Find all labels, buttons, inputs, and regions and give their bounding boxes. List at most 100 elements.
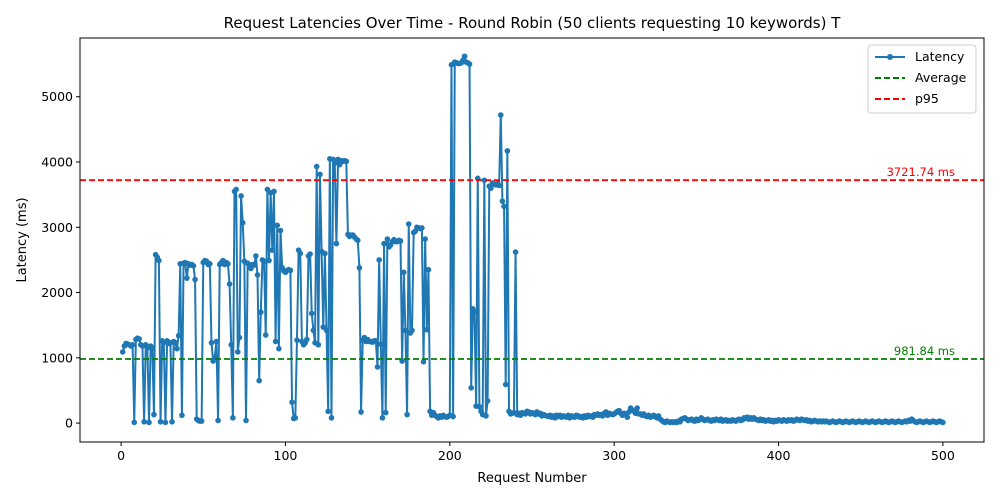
latency-point xyxy=(484,398,491,404)
latency-point xyxy=(151,411,157,418)
latency-points xyxy=(119,53,946,426)
latency-point xyxy=(169,418,175,425)
latency-point xyxy=(179,412,185,419)
latency-point xyxy=(409,327,415,334)
legend-box xyxy=(867,44,977,114)
latency-point xyxy=(481,177,488,184)
latency-point xyxy=(496,182,502,189)
latency-point xyxy=(274,222,281,229)
latency-point xyxy=(307,251,313,257)
latency-point xyxy=(501,203,507,210)
latency-point xyxy=(239,219,246,226)
latency-point xyxy=(207,261,213,267)
latency-point xyxy=(325,408,331,415)
latency-point xyxy=(373,338,379,344)
latency-point xyxy=(131,419,138,426)
latency-point xyxy=(382,409,389,416)
latency-point xyxy=(354,237,361,244)
latency-point xyxy=(129,341,136,348)
latency-point xyxy=(310,327,317,334)
latency-point xyxy=(292,415,299,421)
latency-point xyxy=(379,415,386,421)
latency-point xyxy=(141,418,147,425)
latency-point xyxy=(504,148,511,154)
latency-point xyxy=(402,327,409,334)
latency-point xyxy=(384,236,391,242)
latency-point xyxy=(287,267,294,274)
average-annotation: 981.84 ms xyxy=(894,344,955,358)
y-tick-label: 2000 xyxy=(41,285,73,300)
latency-point xyxy=(356,264,363,271)
latency-point xyxy=(497,112,504,118)
latency-point xyxy=(476,403,483,410)
plot-area: 981.84 ms 3721.74 ms xyxy=(80,53,984,426)
latency-point xyxy=(234,349,241,355)
latency-point xyxy=(323,327,330,334)
latency-point xyxy=(422,236,428,242)
x-tick-label: 100 xyxy=(274,448,298,463)
x-tick-label: 200 xyxy=(438,448,462,463)
latency-point xyxy=(175,332,182,339)
latency-point xyxy=(253,253,259,259)
latency-point xyxy=(269,247,276,253)
latency-point xyxy=(289,399,295,405)
x-tick-label: 500 xyxy=(931,448,955,463)
latency-point xyxy=(136,336,142,342)
latency-point xyxy=(450,413,456,420)
p95-annotation: 3721.74 ms xyxy=(887,165,955,179)
y-axis-label: Latency (ms) xyxy=(15,197,30,282)
latency-point xyxy=(488,185,494,191)
latency-point xyxy=(405,221,412,227)
latency-point xyxy=(236,334,243,341)
latency-point xyxy=(358,409,364,415)
x-axis-label: Request Number xyxy=(477,471,587,486)
latency-point xyxy=(277,227,284,234)
latency-point xyxy=(466,61,473,67)
latency-point xyxy=(208,339,215,346)
latency-point xyxy=(499,198,506,204)
latency-point xyxy=(471,309,478,315)
latency-point xyxy=(468,385,474,391)
latency-point xyxy=(425,266,432,273)
latency-point xyxy=(308,310,315,317)
y-tick-label: 4000 xyxy=(41,155,73,170)
latency-point xyxy=(377,341,384,347)
latency-point xyxy=(624,414,631,421)
latency-point xyxy=(190,262,197,269)
latency-point xyxy=(230,415,236,421)
latency-point xyxy=(461,53,468,60)
latency-point xyxy=(317,171,323,178)
y-tick-label: 5000 xyxy=(41,89,73,104)
latency-point xyxy=(374,364,381,370)
latency-point xyxy=(401,269,407,276)
latency-point xyxy=(424,326,430,333)
legend-latency-marker xyxy=(887,54,893,60)
latency-point xyxy=(149,345,156,351)
latency-point xyxy=(420,358,427,365)
latency-point xyxy=(512,249,519,255)
latency-point xyxy=(238,193,244,199)
latency-point xyxy=(226,281,233,287)
legend: Latency Average p95 xyxy=(867,44,977,114)
latency-point xyxy=(940,419,946,426)
latency-point xyxy=(276,345,282,352)
latency-point xyxy=(156,257,162,264)
latency-point xyxy=(262,332,269,338)
latency-point xyxy=(381,240,387,247)
latency-point xyxy=(215,417,221,424)
latency-point xyxy=(272,338,279,345)
y-tick-label: 0 xyxy=(65,416,73,431)
latency-point xyxy=(192,276,198,283)
latency-point xyxy=(397,238,404,244)
latency-point xyxy=(225,261,231,267)
x-axis: 0 100 200 300 400 500 xyxy=(117,442,955,463)
latency-point xyxy=(254,272,261,278)
latency-point xyxy=(419,225,425,231)
chart-title: Request Latencies Over Time - Round Robi… xyxy=(224,14,842,32)
latency-point xyxy=(256,377,262,384)
y-axis: 0 1000 2000 3000 4000 5000 xyxy=(41,89,80,431)
latency-point xyxy=(322,250,328,257)
y-tick-label: 1000 xyxy=(41,350,73,365)
latency-point xyxy=(294,337,300,343)
latency-point xyxy=(333,240,340,247)
